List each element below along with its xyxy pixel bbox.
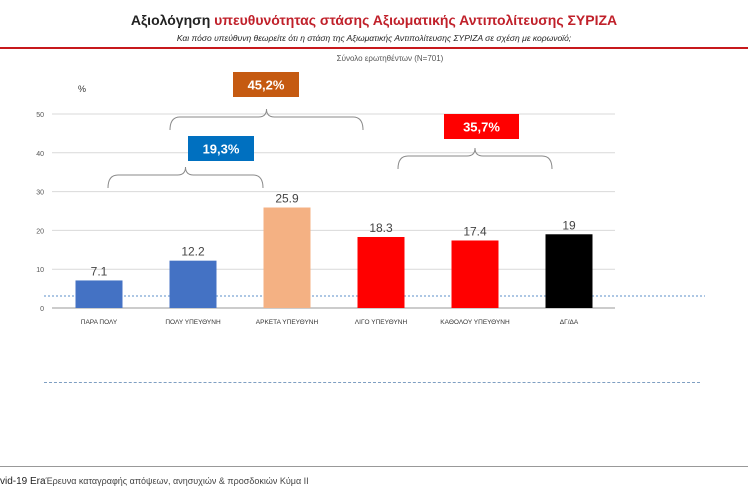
bar-6 — [545, 234, 593, 308]
data-label: 25.9 — [275, 192, 299, 206]
title-part-3: Αξιωματικής Αντιπολίτευσης ΣΥΡΙΖΑ — [372, 12, 618, 28]
group-badge-2 — [233, 72, 299, 97]
footer-brand: vid-19 Era — [0, 476, 46, 487]
chart-title: Αξιολόγηση υπευθυνότητας στάσης Αξιωματι… — [0, 12, 748, 28]
dashed-separator — [44, 382, 700, 383]
group-brace-1 — [107, 166, 264, 189]
bar-4 — [357, 236, 405, 308]
y-tick-label: 40 — [36, 151, 44, 158]
footer-divider — [0, 466, 748, 467]
bar-5 — [451, 240, 499, 308]
sample-size: Σύνολο ερωτηθέντων (Ν=701) — [336, 54, 444, 63]
group-badge-label: 19,3% — [203, 142, 240, 157]
bar-2 — [169, 260, 217, 308]
title-part-1: Αξιολόγηση — [130, 12, 215, 28]
group-badge-label: 45,2% — [248, 78, 285, 93]
bar-chart: % 0 10 20 30 40 50 7.1 ΠΑΡΑ ΠΟΛΥ 12.2 ΠΟΛΥ ΥΠΕΥΘΥΝ… — [36, 72, 705, 326]
category-label: ΚΑΘΟΛΟΥ ΥΠΕΥΘΥΝΗ — [440, 319, 510, 326]
bar-3 — [263, 207, 311, 308]
group-badge-3 — [444, 114, 519, 139]
bar-1 — [75, 280, 123, 308]
group-brace-3 — [397, 147, 553, 170]
group-brace-2 — [169, 108, 364, 131]
data-label: 19 — [562, 218, 576, 232]
y-tick-label: 10 — [36, 267, 44, 274]
category-label: ΠΟΛΥ ΥΠΕΥΘΥΝΗ — [165, 319, 221, 326]
y-tick-label: 30 — [36, 190, 44, 197]
data-label: 12.2 — [181, 245, 205, 259]
category-label: ΑΡΚΕΤΑ ΥΠΕΥΘΥΝΗ — [256, 319, 319, 326]
data-label: 7.1 — [91, 264, 108, 278]
header-divider — [0, 47, 748, 49]
y-axis-label: % — [78, 84, 86, 94]
category-label: ΔΓ/ΔΑ — [560, 319, 579, 326]
y-tick-label: 50 — [36, 112, 44, 119]
title-part-2: υπευθυνότητας στάσης — [214, 12, 373, 28]
footer: vid-19 EraΈρευνα καταγραφής απόψεων, ανη… — [0, 476, 309, 487]
y-tick-label: 20 — [36, 228, 44, 235]
data-label: 17.4 — [463, 224, 487, 238]
group-badge-label: 35,7% — [463, 120, 500, 135]
category-label: ΛΙΓΟ ΥΠΕΥΘΥΝΗ — [355, 319, 408, 326]
data-label: 18.3 — [369, 221, 393, 235]
category-label: ΠΑΡΑ ΠΟΛΥ — [81, 319, 118, 326]
chart-subtitle: Και πόσο υπεύθυνη θεωρείτε ότι η στάση τ… — [176, 33, 572, 43]
y-tick-label: 0 — [40, 306, 44, 313]
group-badge-1 — [188, 136, 254, 161]
footer-text: Έρευνα καταγραφής απόψεων, ανησυχιών & π… — [45, 476, 309, 486]
